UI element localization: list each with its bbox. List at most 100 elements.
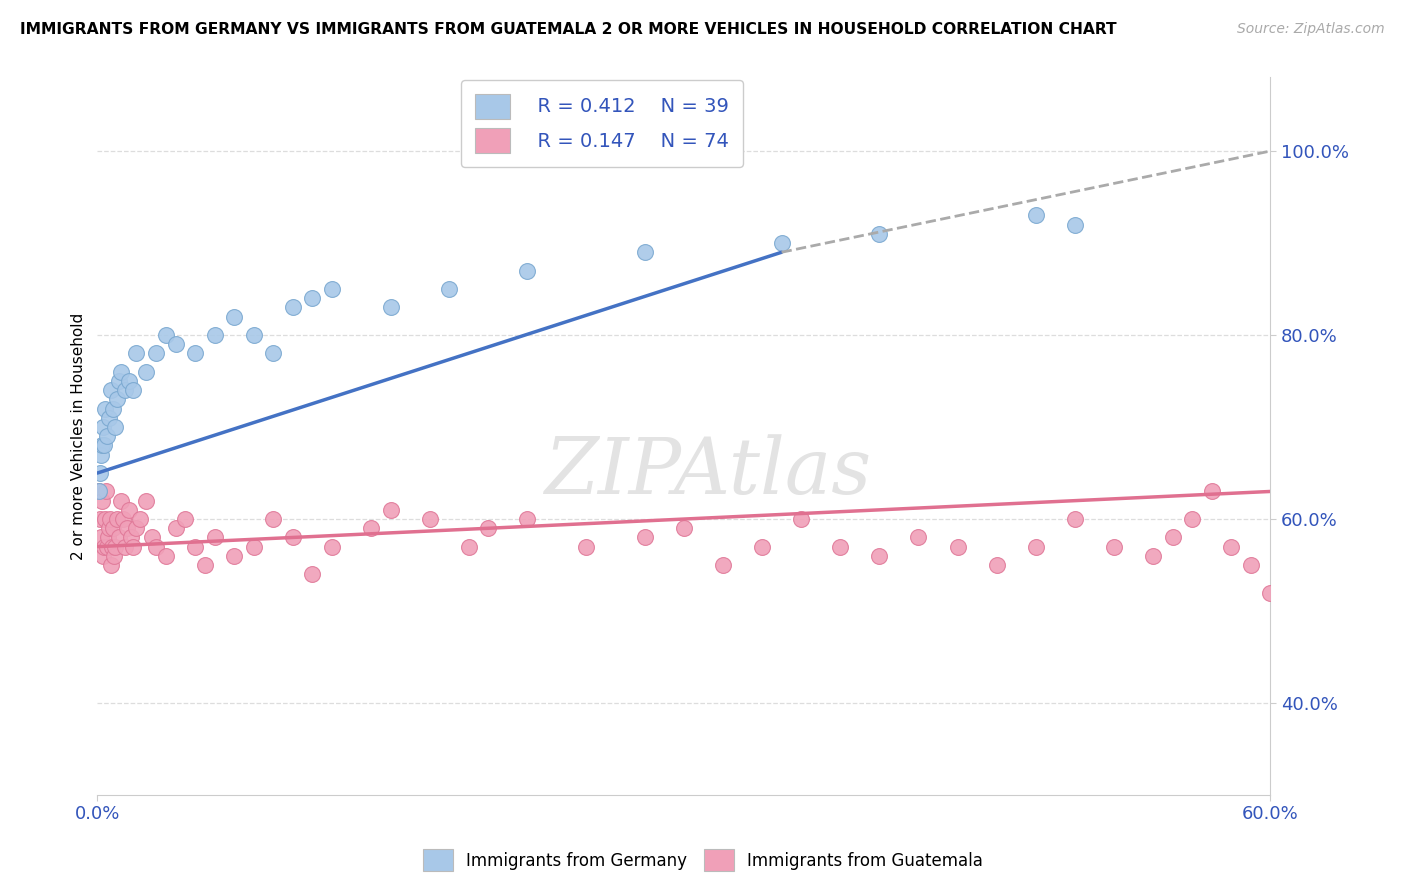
Point (91, 420, 114, 434)
Point (262, 512, 284, 526)
Point (103, 549, 125, 563)
Point (90, 448, 112, 462)
Point (634, 531, 657, 545)
Point (125, 346, 148, 360)
Point (110, 493, 132, 508)
Point (91, 493, 114, 508)
Point (575, 540, 598, 554)
Point (868, 549, 890, 563)
Point (711, 558, 734, 572)
Point (1181, 512, 1204, 526)
Text: Source: ZipAtlas.com: Source: ZipAtlas.com (1237, 22, 1385, 37)
Point (91, 438, 114, 452)
Point (94, 512, 117, 526)
Point (94, 484, 117, 499)
Point (89, 466, 111, 480)
Point (114, 384, 136, 398)
Point (108, 374, 131, 388)
Point (1220, 540, 1243, 554)
Point (204, 328, 226, 343)
Point (516, 512, 538, 526)
Point (242, 540, 264, 554)
Point (184, 540, 207, 554)
Point (104, 540, 127, 554)
Point (98, 521, 121, 535)
Point (986, 558, 1008, 572)
Point (1337, 632, 1360, 646)
Point (105, 512, 128, 526)
Point (91, 549, 114, 563)
Point (946, 540, 969, 554)
Point (830, 540, 852, 554)
Point (96, 429, 118, 443)
Point (155, 549, 177, 563)
Point (141, 531, 163, 545)
Point (634, 245, 657, 260)
Point (100, 384, 122, 398)
Point (439, 282, 461, 296)
Point (1298, 604, 1320, 618)
Point (281, 301, 304, 315)
Point (93, 540, 115, 554)
Point (281, 531, 304, 545)
Point (108, 531, 131, 545)
Point (89, 484, 111, 499)
Point (121, 540, 143, 554)
Point (751, 540, 773, 554)
Point (129, 512, 152, 526)
Point (360, 521, 382, 535)
Point (100, 558, 122, 572)
Point (135, 493, 157, 508)
Point (1064, 512, 1087, 526)
Point (145, 540, 167, 554)
Point (120, 531, 142, 545)
Point (184, 346, 207, 360)
Point (672, 521, 695, 535)
Point (94, 401, 117, 416)
Point (516, 263, 538, 277)
Point (155, 328, 177, 343)
Point (105, 392, 128, 407)
Point (321, 540, 343, 554)
Legend: Immigrants from Germany, Immigrants from Guatemala: Immigrants from Germany, Immigrants from… (415, 841, 991, 880)
Point (477, 521, 499, 535)
Point (224, 310, 246, 324)
Point (97, 531, 120, 545)
Point (242, 328, 264, 343)
Point (1260, 585, 1282, 599)
Point (101, 540, 124, 554)
Point (165, 521, 187, 535)
Point (165, 337, 187, 351)
Point (1142, 549, 1164, 563)
Point (1317, 585, 1340, 599)
Point (380, 503, 402, 517)
Point (104, 420, 127, 434)
Legend:   R = 0.412    N = 39,   R = 0.147    N = 74: R = 0.412 N = 39, R = 0.147 N = 74 (461, 80, 742, 167)
Point (1278, 623, 1301, 637)
Point (301, 567, 323, 582)
Point (135, 365, 157, 379)
Point (1161, 531, 1184, 545)
Text: IMMIGRANTS FROM GERMANY VS IMMIGRANTS FROM GUATEMALA 2 OR MORE VEHICLES IN HOUSE: IMMIGRANTS FROM GERMANY VS IMMIGRANTS FR… (20, 22, 1116, 37)
Y-axis label: 2 or more Vehicles in Household: 2 or more Vehicles in Household (72, 312, 86, 560)
Point (1025, 540, 1047, 554)
Point (770, 235, 793, 250)
Point (301, 291, 323, 305)
Point (121, 384, 143, 398)
Text: ZIPAtlas: ZIPAtlas (544, 434, 870, 510)
Point (110, 365, 132, 379)
Point (117, 374, 139, 388)
Point (98, 410, 121, 425)
Point (204, 531, 226, 545)
Point (457, 540, 479, 554)
Point (98, 512, 121, 526)
Point (114, 540, 136, 554)
Point (117, 503, 139, 517)
Point (868, 227, 890, 241)
Point (194, 558, 217, 572)
Point (89, 512, 111, 526)
Point (90, 531, 112, 545)
Point (111, 512, 134, 526)
Point (262, 346, 284, 360)
Point (224, 549, 246, 563)
